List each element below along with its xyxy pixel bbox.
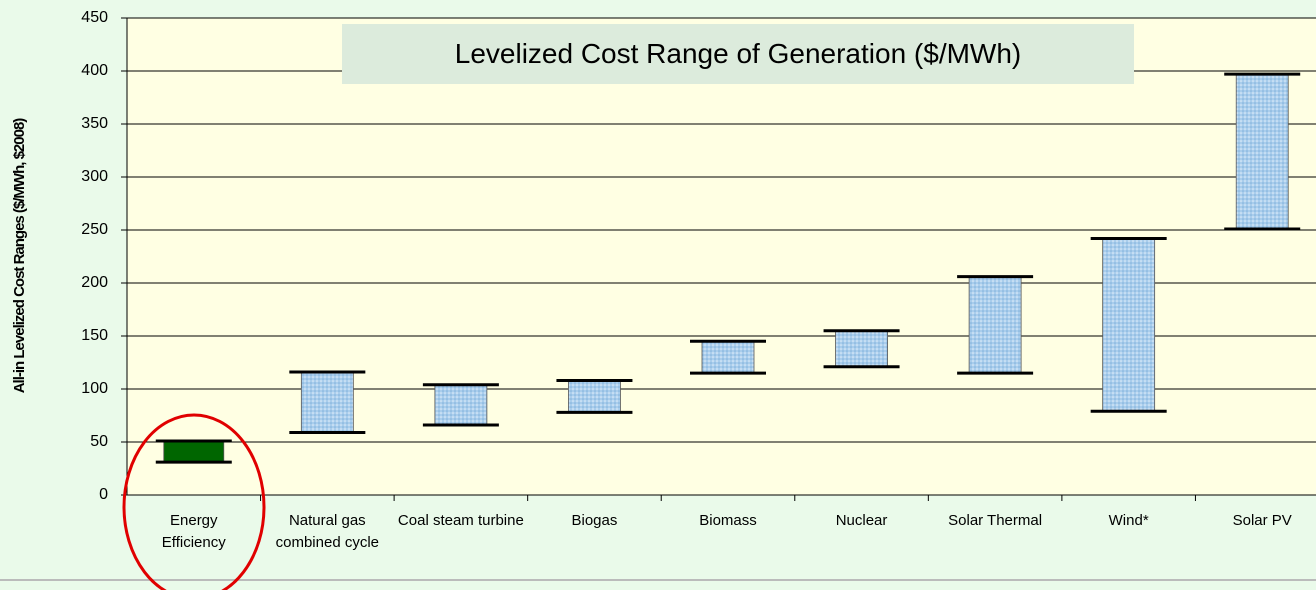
y-tick-label: 50 bbox=[90, 433, 108, 450]
range-bar bbox=[300, 371, 354, 433]
y-axis-label: All-in Levelized Cost Ranges ($/MWh, $20… bbox=[11, 118, 28, 394]
y-tick-label: 350 bbox=[81, 115, 108, 132]
x-tick-label: Solar PV bbox=[1232, 512, 1292, 529]
y-tick-label: 400 bbox=[81, 62, 108, 79]
x-tick-label: Wind* bbox=[1108, 512, 1149, 529]
x-tick-label: Energy Efficiency bbox=[161, 512, 226, 551]
highlight-circle bbox=[122, 413, 266, 590]
range-bar bbox=[1102, 238, 1156, 412]
x-tick-label: Nuclear bbox=[835, 512, 888, 529]
range-bar bbox=[835, 330, 888, 368]
range-bar bbox=[968, 276, 1022, 374]
y-tick-label: 0 bbox=[99, 486, 108, 503]
chart-title: Levelized Cost Range of Generation ($/MW… bbox=[342, 24, 1134, 84]
y-tick-label: 200 bbox=[81, 274, 108, 291]
y-tick-label: 150 bbox=[81, 327, 108, 344]
x-tick-label: Biogas bbox=[571, 512, 618, 529]
y-tick-label: 250 bbox=[81, 221, 108, 238]
y-tick-label: 100 bbox=[81, 380, 108, 397]
range-bar bbox=[434, 384, 488, 426]
x-tick-label: Natural gas combined cycle bbox=[275, 512, 380, 551]
range-bar bbox=[1235, 73, 1289, 230]
y-tick-label: 300 bbox=[81, 168, 108, 185]
x-tick-label: Coal steam turbine bbox=[397, 512, 524, 529]
x-tick-label: Solar Thermal bbox=[948, 512, 1043, 529]
range-bar bbox=[701, 340, 755, 374]
y-tick-label: 450 bbox=[81, 9, 108, 26]
range-bar bbox=[163, 440, 225, 463]
range-bar bbox=[568, 380, 621, 413]
x-tick-label: Biomass bbox=[699, 512, 757, 529]
